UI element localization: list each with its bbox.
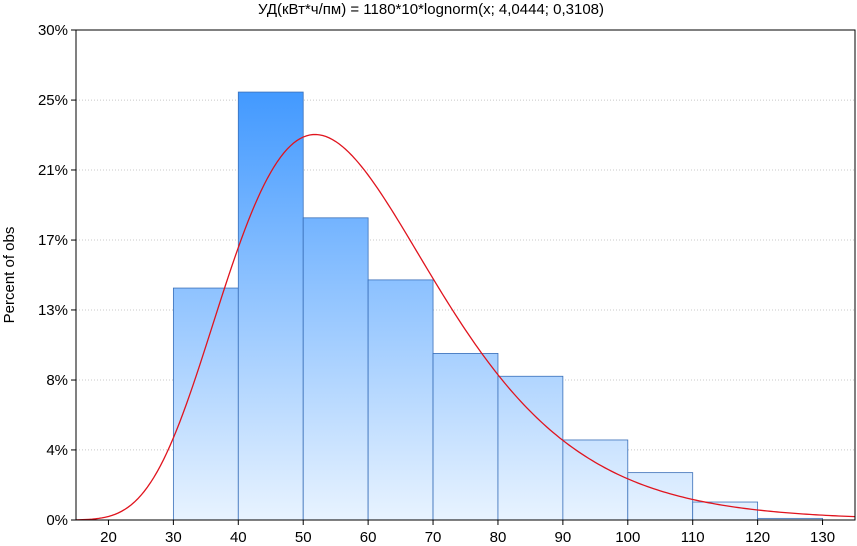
x-tick-label-120: 120: [745, 529, 770, 546]
histogram-bar-7: [627, 472, 694, 521]
histogram-bar-3: [367, 279, 434, 521]
x-axis-ticks: 20 30 40 50 60 70 80 90 100 110 120 130: [100, 520, 835, 546]
x-tick-label-130: 130: [810, 529, 835, 546]
histogram-bar-8: [692, 501, 759, 521]
histogram-bar-5: [497, 375, 564, 521]
y-axis-ticks: 0% 4% 8% 13% 17% 21% 25% 30%: [38, 22, 76, 529]
y-tick-label-0: 0%: [46, 512, 68, 529]
histogram-bar-1: [237, 91, 304, 521]
lognormal-fit-curve: [75, 133, 856, 521]
y-axis-label: Percent of obs: [1, 227, 18, 324]
y-tick-label-6: 25%: [38, 92, 68, 109]
y-tick-label-4: 17%: [38, 232, 68, 249]
y-tick-label-5: 21%: [38, 162, 68, 179]
x-tick-label-80: 80: [490, 529, 507, 546]
histogram-bar-0: [172, 287, 239, 521]
chart-title: УД(кВт*ч/пм) = 1180*10*lognorm(x; 4,0444…: [258, 1, 604, 18]
histogram-bar-2: [302, 217, 369, 521]
histogram-bar-6: [562, 439, 629, 521]
x-tick-label-70: 70: [425, 529, 442, 546]
x-tick-label-20: 20: [100, 529, 117, 546]
x-tick-label-100: 100: [615, 529, 640, 546]
x-tick-label-40: 40: [230, 529, 247, 546]
x-tick-label-60: 60: [360, 529, 377, 546]
y-tick-label-1: 4%: [46, 442, 68, 459]
y-tick-label-7: 30%: [38, 22, 68, 39]
x-tick-label-110: 110: [681, 529, 705, 546]
histogram-bar-4: [432, 352, 499, 521]
x-tick-label-30: 30: [165, 529, 182, 546]
histogram-bars: [172, 91, 823, 521]
plot-frame: [75, 29, 856, 521]
x-tick-label-90: 90: [555, 529, 572, 546]
y-tick-label-2: 8%: [46, 372, 68, 389]
x-tick-label-50: 50: [295, 529, 312, 546]
y-tick-label-3: 13%: [38, 302, 68, 319]
